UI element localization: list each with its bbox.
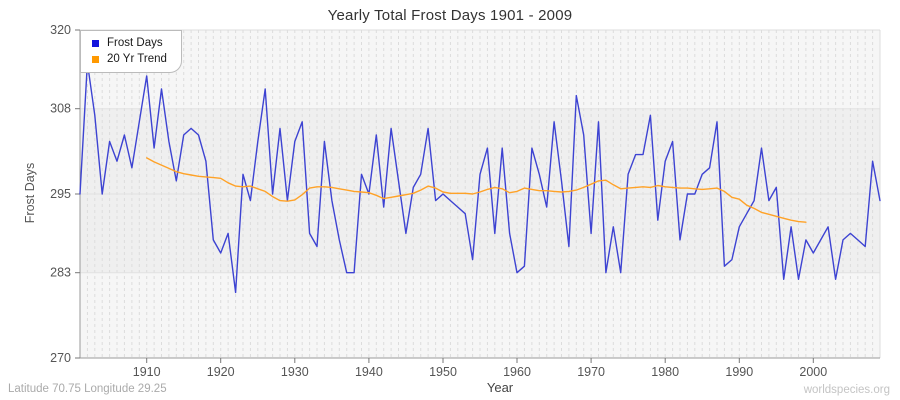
legend-label: Frost Days — [107, 37, 163, 49]
svg-text:1910: 1910 — [133, 365, 161, 379]
svg-text:1920: 1920 — [207, 365, 235, 379]
svg-text:1950: 1950 — [429, 365, 457, 379]
svg-text:1930: 1930 — [281, 365, 309, 379]
y-tick-labels: 270 283 295 308 320 — [50, 23, 80, 365]
svg-text:2000: 2000 — [799, 365, 827, 379]
svg-text:295: 295 — [50, 187, 71, 201]
legend: Frost Days 20 Yr Trend — [80, 30, 182, 73]
series-frost-days — [79, 62, 881, 294]
svg-text:1990: 1990 — [725, 365, 753, 379]
trend-swatch-icon — [92, 55, 99, 63]
watermark: worldspecies.org — [803, 384, 890, 396]
svg-text:1960: 1960 — [503, 365, 531, 379]
svg-text:283: 283 — [50, 266, 71, 280]
legend-label: 20 Yr Trend — [107, 53, 167, 65]
coordinates-caption: Latitude 70.75 Longitude 29.25 — [8, 383, 167, 395]
svg-text:320: 320 — [50, 23, 71, 37]
x-axis-label: Year — [486, 380, 514, 395]
chart-title: Yearly Total Frost Days 1901 - 2009 — [327, 7, 573, 24]
legend-item-frost-days: Frost Days — [92, 37, 167, 49]
frost-days-swatch-icon — [92, 39, 99, 47]
y-axis-label: Frost Days — [23, 162, 37, 224]
svg-text:270: 270 — [50, 351, 71, 365]
legend-item-trend: 20 Yr Trend — [92, 53, 167, 65]
svg-text:1940: 1940 — [355, 365, 383, 379]
svg-text:1980: 1980 — [651, 365, 679, 379]
svg-text:308: 308 — [50, 102, 71, 116]
series-20-yr-trend — [145, 157, 807, 223]
x-tick-labels: 1910 1920 1930 1940 1950 1960 1970 1980 1990 2000 — [133, 358, 827, 379]
svg-text:1970: 1970 — [577, 365, 605, 379]
